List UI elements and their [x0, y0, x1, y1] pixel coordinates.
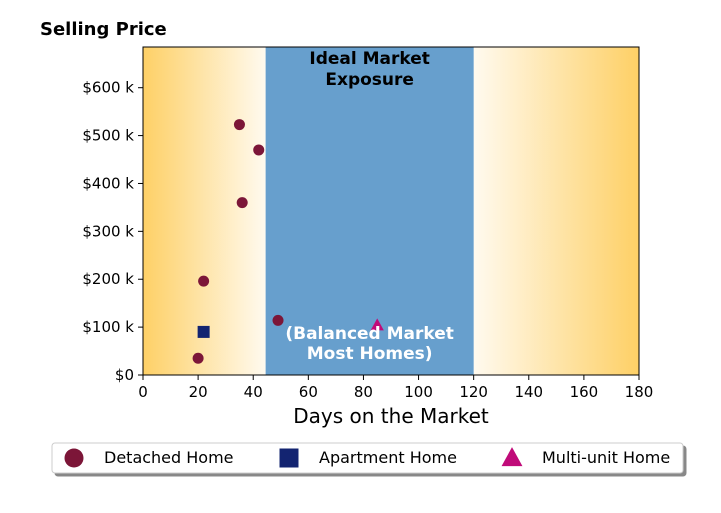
band-bottom-label-line2: Most Homes)	[307, 344, 433, 364]
plot-background	[143, 47, 639, 375]
triangle-point	[370, 318, 384, 331]
x-tick-label: 120	[459, 383, 488, 401]
x-tick-label: 180	[625, 383, 654, 401]
x-tick-label: 80	[354, 383, 373, 401]
square-point	[197, 325, 210, 338]
legend-marker-square	[279, 448, 299, 468]
y-tick-label: $300 k	[82, 222, 134, 240]
ideal-exposure-band	[265, 47, 474, 375]
circle-point	[192, 352, 204, 364]
legend-box	[51, 442, 684, 474]
y-tick-label: $500 k	[82, 127, 134, 145]
x-tick-label: 140	[514, 383, 543, 401]
circle-point	[198, 275, 210, 287]
circle-point	[233, 119, 245, 131]
y-tick-label: $400 k	[82, 174, 134, 192]
legend: Detached Home Apartment Home Multi-unit Ho…	[51, 442, 684, 474]
x-axis-title: Days on the Market	[293, 404, 489, 428]
x-tick-label: 0	[138, 383, 148, 401]
right-gradient-region	[473, 47, 639, 375]
legend-label: Apartment Home	[319, 448, 457, 467]
legend-marker-circle	[64, 448, 84, 468]
y-tick-label: $0	[115, 366, 134, 384]
circle-point	[236, 197, 248, 209]
x-tick-label: 60	[299, 383, 318, 401]
plot-frame	[142, 46, 640, 376]
x-tick-label: 100	[404, 383, 433, 401]
chart-title: Selling Price	[40, 19, 167, 40]
band-top-label-line1: Ideal Market	[309, 49, 430, 69]
band-top-label-line2: Exposure	[325, 70, 414, 90]
circle-point	[253, 144, 265, 156]
y-axis: $0 $100 k $200 k $300 k $400 k $500 k $600 k	[82, 79, 143, 384]
x-axis: 0 20 40 60 80 100 120 140 160 180	[138, 375, 653, 401]
legend-label: Multi-unit Home	[542, 448, 670, 467]
x-tick-label: 20	[189, 383, 208, 401]
x-tick-label: 40	[244, 383, 263, 401]
circle-point	[272, 314, 284, 326]
data-points	[192, 119, 384, 364]
band-bottom-label-line1: (Balanced Market	[285, 324, 454, 344]
x-tick-label: 160	[570, 383, 599, 401]
legend-marker-triangle	[501, 447, 523, 467]
left-gradient-region	[143, 47, 266, 375]
legend-label: Detached Home	[104, 448, 234, 467]
y-tick-label: $100 k	[82, 318, 134, 336]
y-tick-label: $200 k	[82, 270, 134, 288]
y-tick-label: $600 k	[82, 79, 134, 97]
